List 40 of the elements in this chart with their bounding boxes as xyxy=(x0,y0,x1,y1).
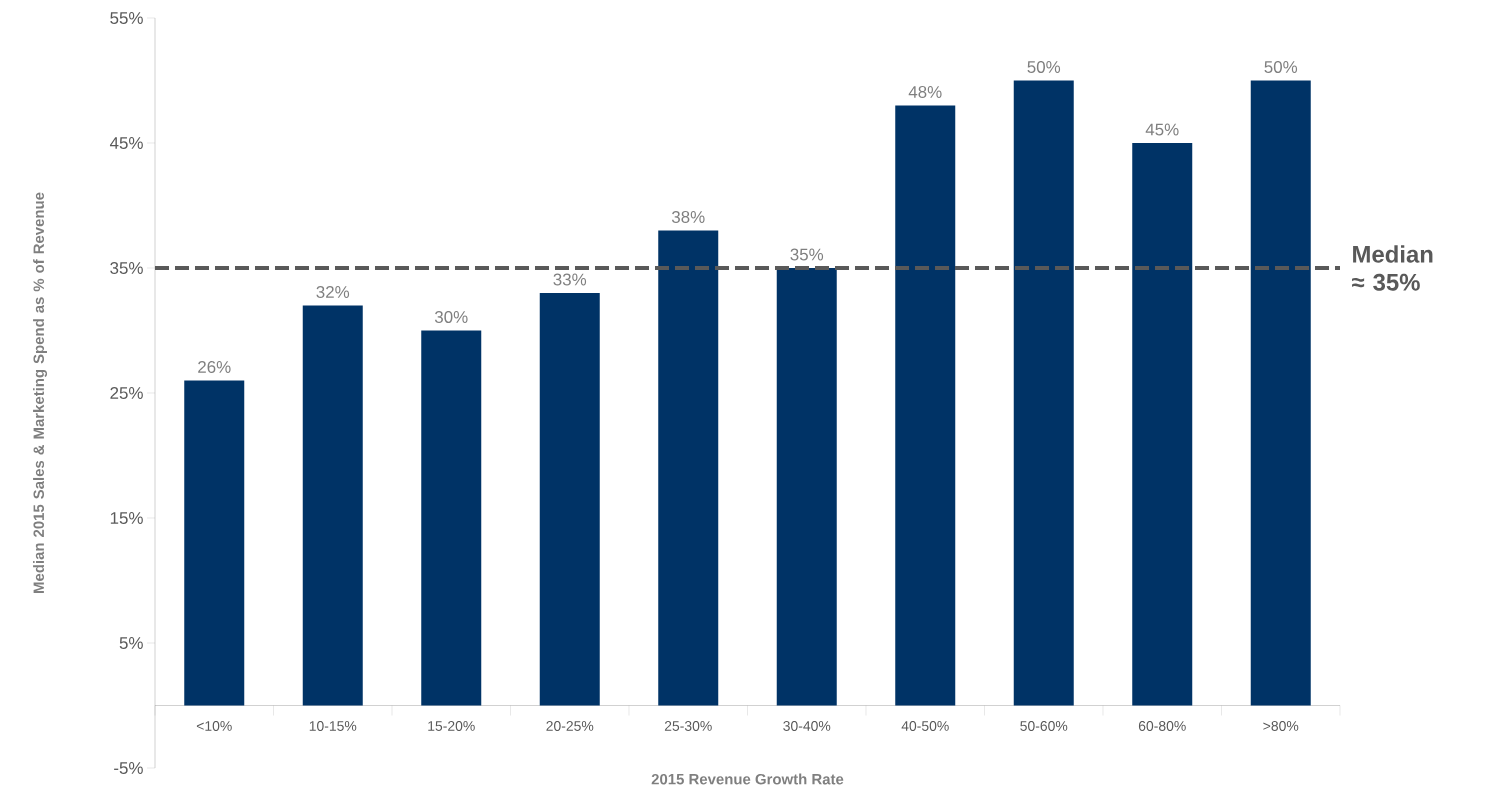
data-label: 32% xyxy=(316,285,350,298)
x-axis-title: 2015 Revenue Growth Rate xyxy=(651,773,844,785)
bar xyxy=(184,380,245,706)
y-tick-label: -5% xyxy=(114,762,143,774)
data-label: 48% xyxy=(908,85,942,98)
x-tick-label: 25-30% xyxy=(664,721,712,731)
bar xyxy=(421,330,482,706)
bar xyxy=(776,268,837,706)
x-tick-label: 20-25% xyxy=(546,721,594,731)
y-tick-label: 35% xyxy=(110,262,143,274)
data-label: 35% xyxy=(790,248,824,261)
y-tick-label: 15% xyxy=(110,512,143,524)
y-tick-label: 45% xyxy=(109,137,143,149)
data-label: 45% xyxy=(1145,123,1179,136)
ref-line-label: Median ≈ 35% xyxy=(1352,245,1433,291)
bar xyxy=(658,230,719,706)
data-label: 30% xyxy=(434,310,468,323)
bar xyxy=(895,105,956,706)
bar xyxy=(1250,80,1311,706)
x-tick-label: 50-60% xyxy=(1020,721,1068,731)
bar xyxy=(1013,80,1074,706)
y-tick-label: 5% xyxy=(119,637,143,649)
x-tick-label: 10-15% xyxy=(309,721,357,731)
y-tick-label: 25% xyxy=(110,387,143,399)
y-axis-title: Median 2015 Sales & Marketing Spend as % of Revenue xyxy=(33,192,48,593)
y-tick-label: 55% xyxy=(110,12,143,24)
x-tick-label: 60-80% xyxy=(1138,721,1186,731)
bar xyxy=(1132,142,1193,706)
data-label: 50% xyxy=(1027,60,1061,73)
data-label: 50% xyxy=(1264,60,1298,73)
x-tick-label: 40-50% xyxy=(901,721,949,731)
data-label: 26% xyxy=(198,360,231,373)
bar xyxy=(302,305,363,706)
x-tick-label: >80% xyxy=(1263,721,1299,731)
x-tick-label: 15-20% xyxy=(428,721,475,731)
data-label: 33% xyxy=(553,273,587,286)
bar xyxy=(539,293,600,706)
data-label: 38% xyxy=(671,210,705,223)
x-tick-label: <10% xyxy=(196,721,232,731)
x-tick-label: 30-40% xyxy=(783,721,831,731)
